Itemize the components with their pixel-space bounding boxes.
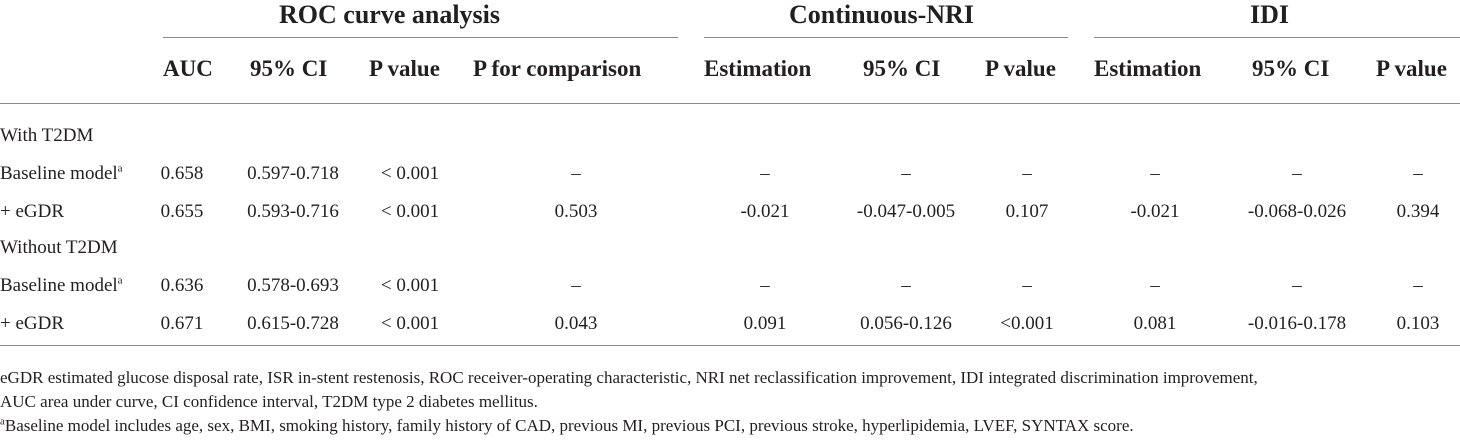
col-header-roc-p: P value: [369, 56, 440, 81]
group-rule-roc: [163, 37, 678, 38]
cell-idi-p: –: [1413, 163, 1423, 184]
section-label-without-t2dm: Without T2DM: [0, 237, 118, 258]
cell-nri-ci: -0.047-0.005: [856, 201, 956, 222]
cell-nri-p: <0.001: [1000, 313, 1054, 334]
cell-nri-ci: 0.056-0.126: [860, 313, 952, 334]
row-label: + eGDR: [0, 201, 65, 222]
cell-nri-estimation: -0.021: [740, 201, 790, 222]
col-header-nri-estimation: Estimation: [704, 56, 812, 81]
cell-auc: 0.658: [160, 163, 204, 184]
col-header-auc: AUC: [163, 56, 213, 81]
cell-idi-p: –: [1413, 275, 1423, 296]
cell-roc-p: < 0.001: [380, 163, 440, 184]
section-label-with-t2dm: With T2DM: [0, 125, 94, 146]
cell-nri-estimation: –: [760, 163, 770, 184]
header-rule: [0, 103, 1460, 104]
col-header-p-comparison: P for comparison: [473, 56, 642, 81]
group-header-nri: Continuous-NRI: [789, 0, 974, 29]
group-header-roc: ROC curve analysis: [279, 0, 500, 29]
cell-nri-p: 0.107: [1005, 201, 1049, 222]
row-label: Baseline modela: [0, 162, 123, 184]
cell-nri-estimation: 0.091: [743, 313, 787, 334]
cell-roc-p: < 0.001: [380, 275, 440, 296]
col-header-nri-ci: 95% CI: [863, 56, 941, 81]
cell-roc-ci: 0.615-0.728: [247, 313, 339, 334]
cell-idi-ci: –: [1292, 275, 1302, 296]
row-label: Baseline modela: [0, 274, 123, 296]
col-header-idi-p: P value: [1376, 56, 1447, 81]
col-header-idi-estimation: Estimation: [1094, 56, 1202, 81]
group-header-idi: IDI: [1250, 0, 1290, 29]
cell-idi-p: 0.103: [1396, 313, 1440, 334]
row-label: + eGDR: [0, 313, 65, 334]
group-rule-nri: [704, 37, 1068, 38]
cell-p-comparison: –: [571, 163, 581, 184]
footnote-baseline-model: aBaseline model includes age, sex, BMI, …: [0, 415, 1134, 435]
col-header-roc-ci: 95% CI: [250, 56, 328, 81]
cell-idi-estimation: –: [1150, 163, 1160, 184]
cell-nri-estimation: –: [760, 275, 770, 296]
cell-auc: 0.655: [160, 201, 204, 222]
footnote-marker: a: [117, 274, 123, 287]
cell-idi-ci: -0.016-0.178: [1247, 313, 1347, 334]
cell-roc-ci: 0.597-0.718: [247, 163, 339, 184]
cell-auc: 0.671: [160, 313, 204, 334]
cell-auc: 0.636: [160, 275, 204, 296]
cell-nri-ci: –: [901, 275, 911, 296]
cell-p-comparison: 0.043: [554, 313, 598, 334]
cell-p-comparison: 0.503: [554, 201, 598, 222]
cell-idi-ci: -0.068-0.026: [1247, 201, 1347, 222]
footnote-abbreviations-line1: eGDR estimated glucose disposal rate, IS…: [0, 368, 1258, 387]
bottom-rule: [0, 345, 1460, 346]
cell-roc-p: < 0.001: [380, 201, 440, 222]
cell-idi-estimation: 0.081: [1133, 313, 1177, 334]
cell-nri-p: –: [1022, 163, 1032, 184]
footnote-marker: a: [0, 415, 5, 428]
cell-idi-ci: –: [1292, 163, 1302, 184]
cell-roc-ci: 0.593-0.716: [247, 201, 339, 222]
col-header-nri-p: P value: [985, 56, 1056, 81]
cell-idi-p: 0.394: [1396, 201, 1440, 222]
cell-roc-ci: 0.578-0.693: [247, 275, 339, 296]
footnote-abbreviations-line2: AUC area under curve, CI confidence inte…: [0, 392, 538, 411]
cell-nri-ci: –: [901, 163, 911, 184]
col-header-idi-ci: 95% CI: [1252, 56, 1330, 81]
cell-roc-p: < 0.001: [380, 313, 440, 334]
cell-p-comparison: –: [571, 275, 581, 296]
cell-idi-estimation: –: [1150, 275, 1160, 296]
footnote-marker: a: [117, 162, 123, 175]
cell-idi-estimation: -0.021: [1130, 201, 1180, 222]
group-rule-idi: [1094, 37, 1460, 38]
cell-nri-p: –: [1022, 275, 1032, 296]
